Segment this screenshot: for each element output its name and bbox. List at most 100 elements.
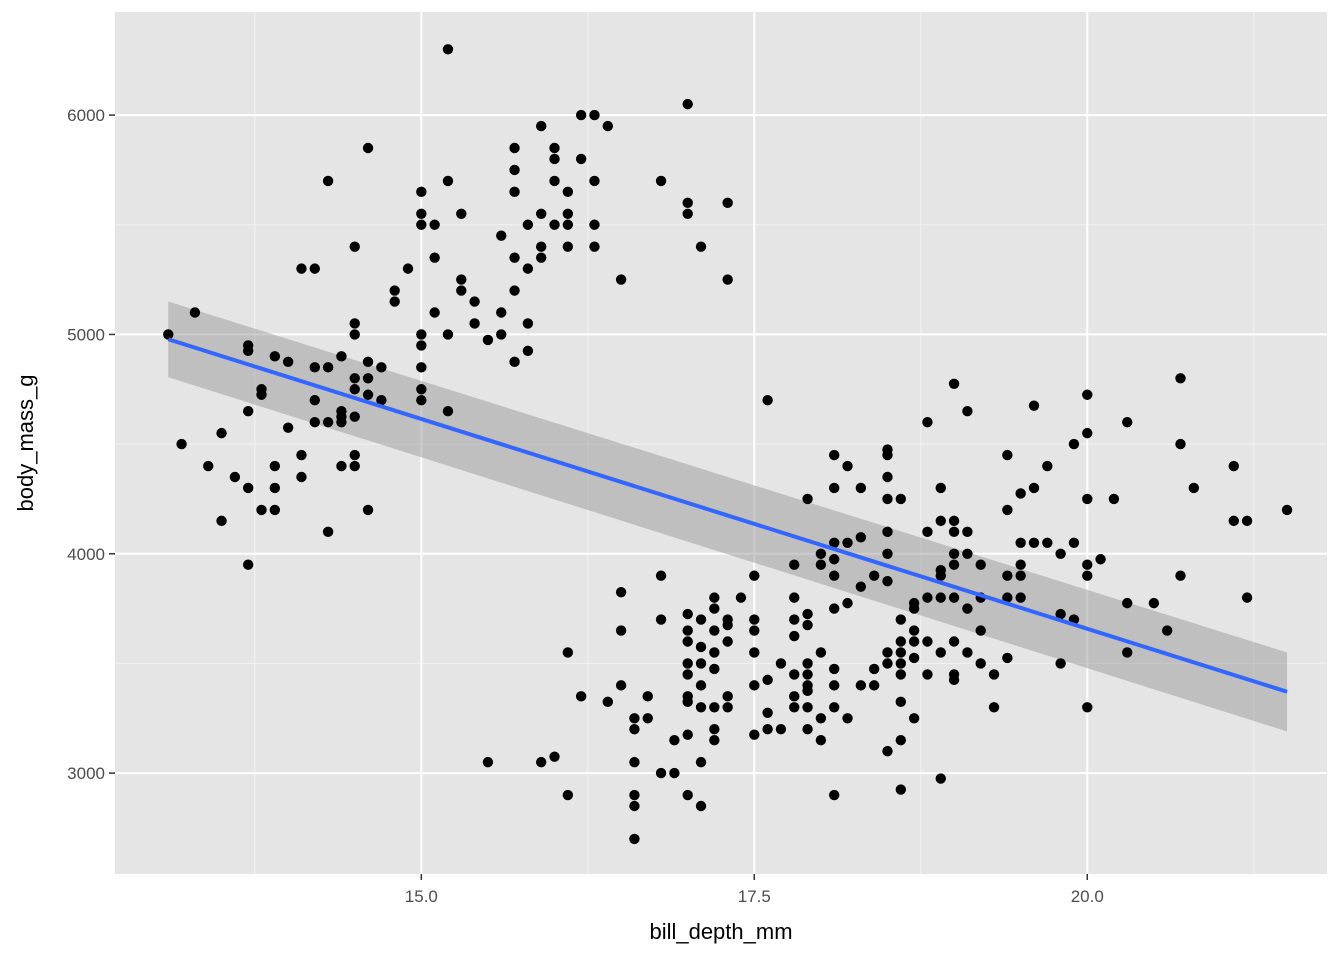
grid-major — [115, 12, 1327, 874]
data-point — [709, 663, 720, 675]
data-point — [562, 789, 574, 801]
data-point — [522, 219, 534, 230]
data-point — [948, 526, 960, 538]
data-point — [948, 515, 960, 527]
data-point — [296, 449, 307, 461]
data-point — [629, 756, 640, 768]
data-point — [362, 389, 374, 400]
data-point — [309, 416, 320, 428]
data-point — [908, 713, 920, 724]
data-point — [935, 773, 946, 784]
data-point — [1068, 537, 1080, 548]
data-point — [722, 197, 733, 209]
data-point — [535, 252, 547, 263]
data-point — [1042, 460, 1053, 472]
data-point — [1055, 608, 1066, 620]
data-point — [336, 351, 347, 362]
data-point — [629, 713, 640, 724]
data-point — [842, 597, 853, 609]
x-tick-label: 15.0 — [405, 887, 438, 906]
data-point — [1122, 647, 1133, 658]
data-point — [882, 575, 893, 587]
data-point — [642, 713, 653, 724]
data-point — [948, 378, 960, 389]
data-point — [802, 724, 813, 735]
y-tick-label: 5000 — [67, 325, 105, 344]
data-point — [1055, 548, 1066, 559]
data-point — [535, 208, 547, 219]
data-point — [469, 296, 480, 307]
data-point — [1175, 570, 1186, 581]
data-point — [376, 395, 387, 406]
data-point — [695, 702, 707, 713]
data-point — [203, 460, 214, 472]
data-point — [775, 658, 787, 669]
data-point — [509, 164, 520, 176]
data-point — [722, 702, 733, 713]
data-point — [1028, 400, 1040, 411]
data-point — [309, 362, 320, 373]
data-point — [802, 658, 813, 669]
data-point — [709, 647, 720, 658]
data-point — [416, 208, 427, 219]
data-point — [802, 685, 813, 697]
data-point — [815, 735, 827, 746]
data-point — [975, 658, 986, 669]
data-point — [829, 554, 840, 565]
data-point — [602, 120, 613, 132]
data-point — [269, 504, 281, 516]
data-point — [549, 153, 560, 165]
data-point — [482, 756, 494, 768]
x-tick-label: 20.0 — [1071, 887, 1104, 906]
data-point — [722, 691, 733, 702]
data-point — [655, 614, 667, 625]
data-point — [282, 422, 294, 433]
data-point — [882, 493, 893, 505]
x-axis-ticks: 15.0 17.5 20.0 — [405, 874, 1104, 906]
data-point — [615, 625, 627, 636]
data-point — [642, 691, 653, 702]
data-point — [1188, 482, 1200, 494]
data-point — [362, 142, 374, 154]
data-point — [682, 636, 693, 647]
data-point — [922, 416, 933, 428]
data-point — [216, 427, 227, 439]
data-point — [762, 707, 773, 718]
data-point — [829, 537, 840, 548]
data-point — [882, 658, 893, 669]
data-point — [309, 263, 320, 274]
data-point — [163, 329, 174, 340]
data-point — [682, 98, 693, 110]
data-point — [895, 669, 907, 680]
data-point — [882, 647, 893, 658]
data-point — [962, 647, 973, 658]
data-point — [296, 263, 307, 274]
data-point — [789, 669, 800, 680]
data-point — [589, 109, 600, 121]
data-point — [442, 175, 454, 187]
data-point — [789, 691, 800, 702]
data-point — [829, 603, 840, 614]
data-point — [389, 285, 400, 296]
data-point — [242, 559, 254, 570]
data-point — [762, 395, 773, 406]
data-point — [962, 405, 973, 417]
data-point — [1082, 702, 1093, 713]
x-axis-title: bill_depth_mm — [649, 919, 792, 944]
data-point — [1015, 592, 1026, 603]
data-point — [695, 641, 707, 653]
data-point — [562, 208, 574, 219]
data-point — [655, 175, 667, 187]
data-point — [1015, 488, 1026, 499]
data-point — [349, 460, 360, 472]
data-point — [895, 784, 907, 795]
data-point — [882, 449, 893, 461]
data-point — [549, 175, 560, 187]
data-point — [749, 570, 760, 581]
data-point — [895, 658, 907, 669]
data-point — [682, 197, 693, 209]
data-point — [895, 636, 907, 647]
data-point — [682, 789, 693, 801]
data-point — [908, 603, 920, 614]
data-point — [749, 680, 760, 691]
